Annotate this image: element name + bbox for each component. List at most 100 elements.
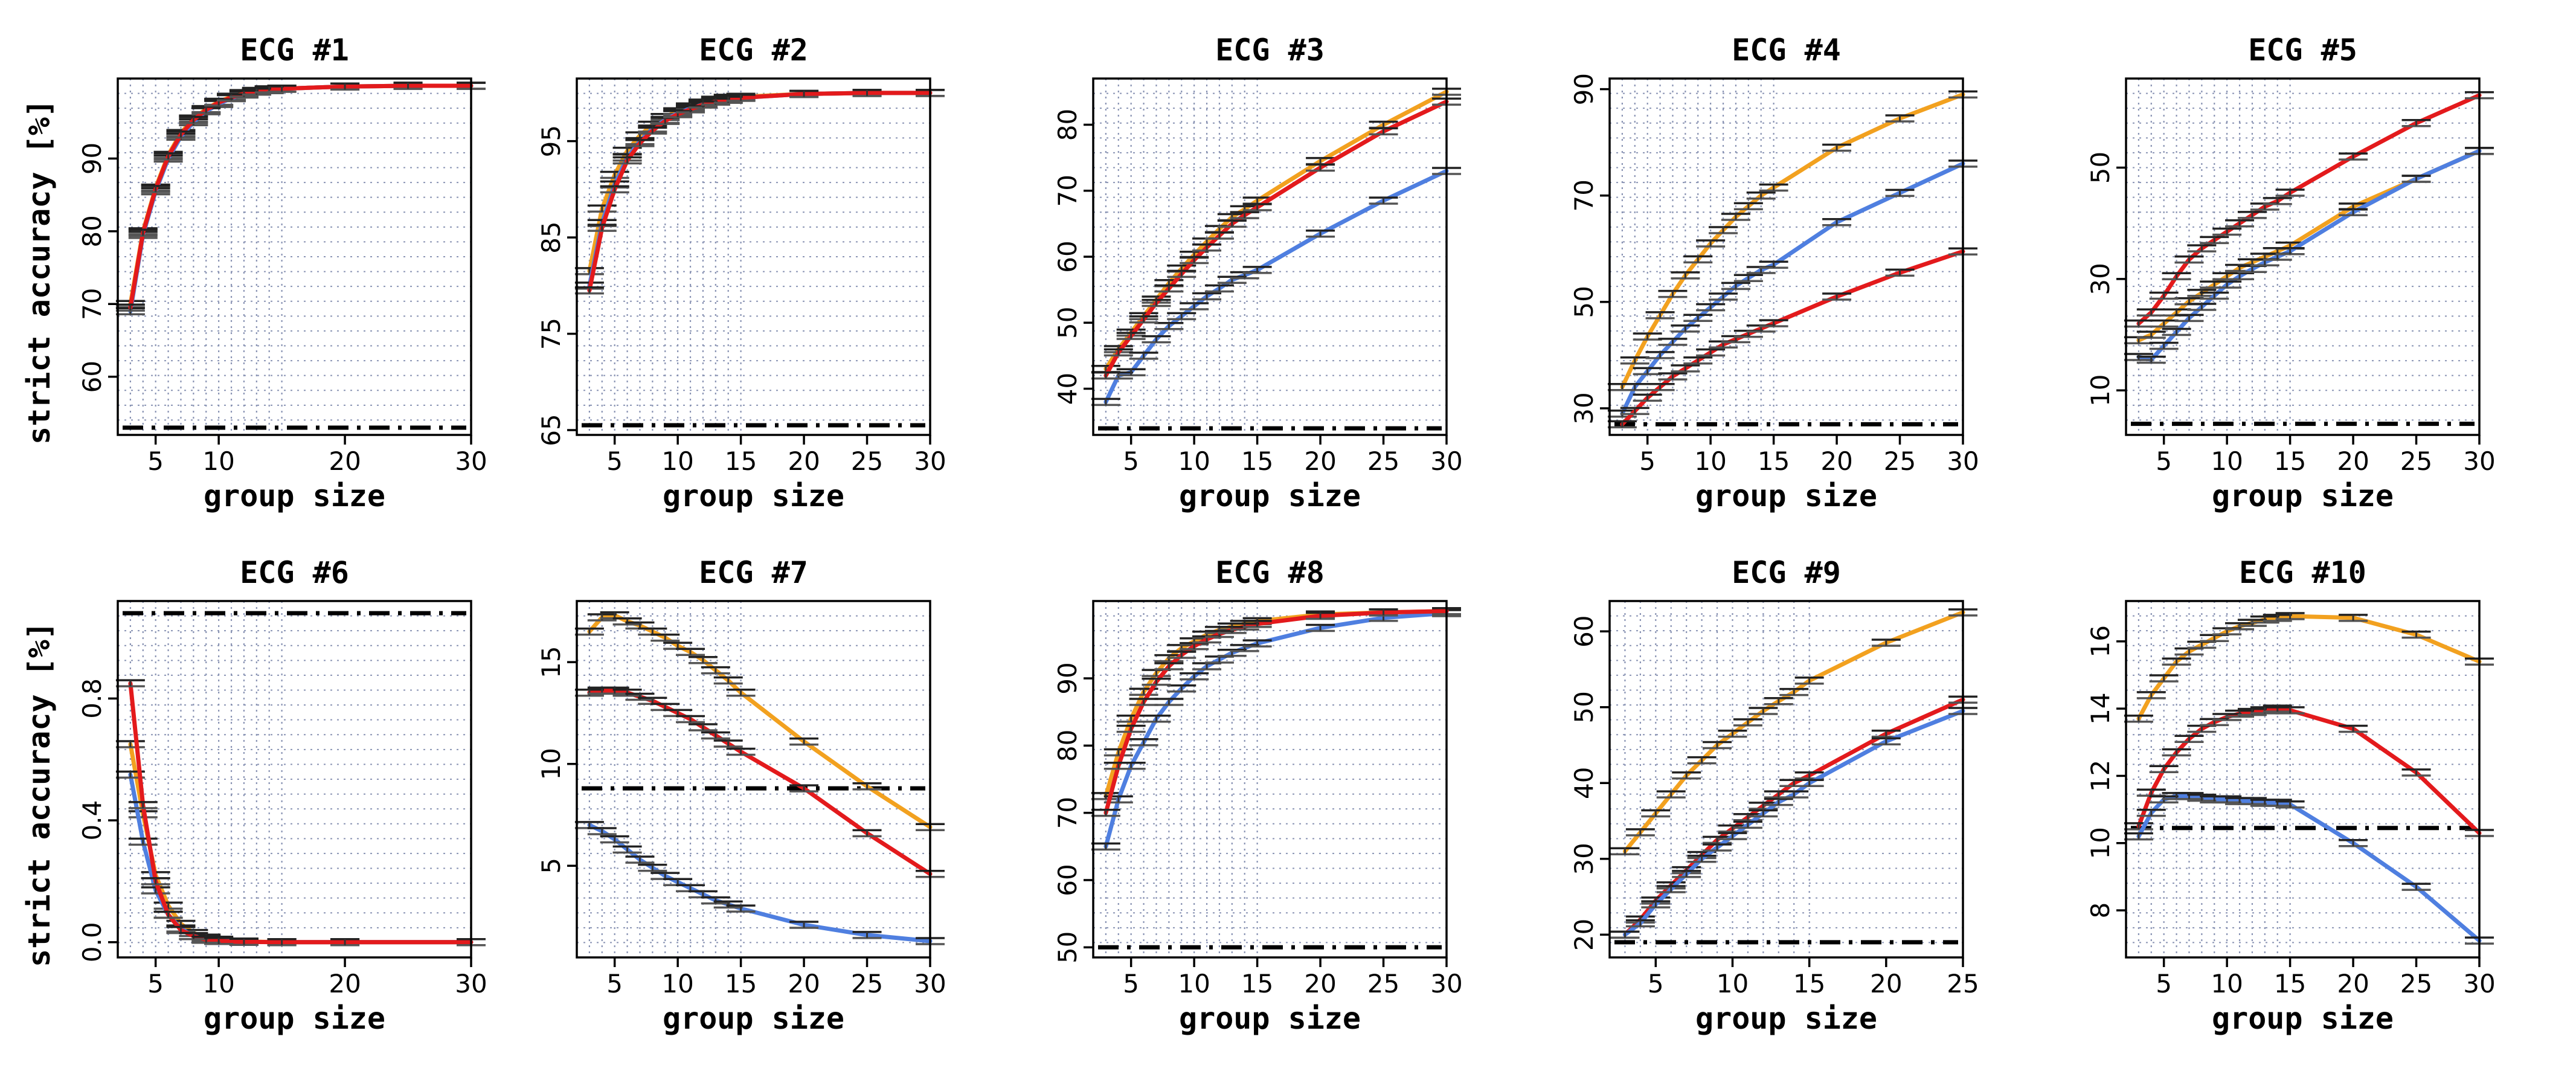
panel-2: ECG #2 5 10 15 20 25 30 65 75 85 95 group size: [536, 33, 946, 513]
panel-title: ECG #7: [699, 555, 808, 590]
series-line-red: [2136, 93, 2482, 326]
panel-title: ECG #5: [2248, 33, 2357, 68]
x-tick-label: 15: [725, 969, 757, 998]
panel-title: ECG #4: [1732, 33, 1841, 68]
y-tick-label: 80: [77, 215, 107, 247]
y-tick-label: 90: [1053, 662, 1082, 694]
series-line-blue: [2136, 794, 2482, 943]
x-tick-label: 25: [1947, 969, 1979, 998]
x-tick-label: 5: [2156, 446, 2172, 476]
x-axis-title: group size: [2212, 478, 2394, 513]
y-tick-label: 0.4: [77, 800, 107, 841]
plot-frame: [2125, 600, 2481, 959]
y-tick-label: 70: [1569, 179, 1599, 211]
plot-frame: [117, 77, 472, 436]
x-axis-title: group size: [2212, 1001, 2394, 1036]
x-tick-label: 10: [202, 969, 234, 998]
panel-1: ECG #1 5 10 20 30 60 70 80 90 group size strict ac…: [22, 33, 487, 513]
y-tick-label: 70: [77, 288, 107, 320]
plot-frame: [2125, 77, 2481, 436]
plot-frame: [576, 77, 931, 436]
x-tick-label: 30: [914, 969, 946, 998]
series-line-orange: [2136, 149, 2482, 342]
x-tick-label: 10: [1717, 969, 1749, 998]
y-tick-label: 80: [1053, 109, 1082, 141]
x-axis-title: group size: [204, 478, 385, 513]
y-tick-label: 0.0: [77, 922, 107, 962]
x-tick-label: 5: [2156, 969, 2172, 998]
x-tick-label: 30: [2463, 969, 2495, 998]
y-tick-label: 50: [1053, 307, 1082, 339]
y-axis-title: strict accuracy [%]: [22, 622, 57, 967]
x-tick-label: 20: [329, 969, 361, 998]
panel-3: ECG #3 5 10 15 20 25 30 40 50 60 70 80 group size: [1053, 33, 1463, 513]
x-tick-label: 20: [1870, 969, 1902, 998]
x-tick-label: 20: [1304, 446, 1336, 476]
y-tick-label: 12: [2086, 760, 2115, 792]
x-tick-label: 30: [455, 446, 487, 476]
y-tick-label: 30: [2086, 263, 2115, 295]
x-tick-label: 15: [1758, 446, 1790, 476]
y-tick-label: 70: [1053, 797, 1082, 829]
x-axis-title: group size: [204, 1001, 385, 1036]
y-tick-label: 10: [2086, 827, 2115, 859]
x-tick-label: 5: [1648, 969, 1664, 998]
panel-5: ECG #5 5 10 15 20 25 30 10 30 50 group size: [2086, 33, 2496, 513]
x-tick-label: 15: [1793, 969, 1825, 998]
panel-title: ECG #9: [1732, 555, 1841, 590]
x-tick-label: 30: [1947, 446, 1979, 476]
x-axis-title: group size: [663, 478, 844, 513]
y-tick-label: 15: [536, 646, 566, 678]
series-line-blue: [1103, 611, 1449, 849]
x-tick-label: 5: [1123, 969, 1139, 998]
series-line-blue: [1620, 161, 1965, 416]
x-tick-label: 10: [202, 446, 234, 476]
x-tick-label: 5: [1123, 446, 1139, 476]
x-tick-label: 30: [455, 969, 487, 998]
x-tick-label: 5: [606, 969, 623, 998]
x-tick-label: 25: [1367, 969, 1399, 998]
y-tick-label: 75: [536, 318, 566, 350]
x-tick-label: 20: [2337, 446, 2369, 476]
x-tick-label: 20: [329, 446, 361, 476]
panel-title: ECG #2: [699, 33, 808, 68]
y-axis-title: strict accuracy [%]: [22, 99, 57, 445]
x-tick-label: 25: [2400, 446, 2432, 476]
x-tick-label: 25: [1367, 446, 1399, 476]
y-tick-label: 85: [536, 221, 566, 253]
y-tick-label: 50: [1569, 286, 1599, 318]
x-tick-label: 25: [2400, 969, 2432, 998]
x-tick-label: 30: [2463, 446, 2495, 476]
panel-9: ECG #9 5 10 15 20 25 20 30 40 50 60 group size: [1569, 555, 1979, 1036]
panel-7: ECG #7 5 10 15 20 25 30 5 10 15 group size: [536, 555, 946, 1036]
x-axis-title: group size: [1179, 478, 1361, 513]
plot-frame: [117, 600, 472, 959]
x-tick-label: 20: [2337, 969, 2369, 998]
x-tick-label: 5: [147, 446, 164, 476]
y-tick-label: 70: [1053, 175, 1082, 207]
y-tick-label: 16: [2086, 625, 2115, 657]
x-tick-label: 5: [606, 446, 623, 476]
x-axis-title: group size: [1695, 478, 1877, 513]
panel-8: ECG #8 5 10 15 20 25 30 50 60 70 80 90 group size: [1053, 555, 1463, 1036]
y-tick-label: 8: [2086, 902, 2115, 919]
y-tick-label: 10: [2086, 375, 2115, 407]
y-tick-label: 90: [1569, 73, 1599, 105]
y-tick-label: 80: [1053, 730, 1082, 762]
y-tick-label: 30: [1569, 392, 1599, 424]
y-tick-label: 20: [1569, 919, 1599, 951]
plot-frame: [1608, 77, 1964, 436]
x-tick-label: 15: [1241, 446, 1273, 476]
x-tick-label: 30: [1430, 446, 1462, 476]
panel-title: ECG #10: [2239, 555, 2366, 590]
y-tick-label: 40: [1569, 767, 1599, 799]
x-tick-label: 10: [661, 969, 693, 998]
y-tick-label: 60: [1053, 864, 1082, 896]
panel-4: ECG #4 5 10 15 20 25 30 30 50 70 90 group size: [1569, 33, 1979, 513]
y-tick-label: 10: [536, 748, 566, 780]
x-tick-label: 15: [1241, 969, 1273, 998]
x-tick-label: 15: [2274, 969, 2306, 998]
x-tick-label: 10: [2211, 969, 2243, 998]
y-tick-label: 60: [1569, 615, 1599, 647]
